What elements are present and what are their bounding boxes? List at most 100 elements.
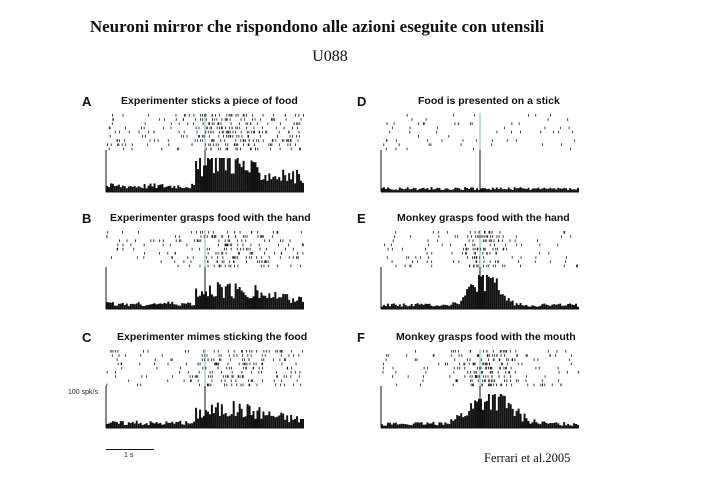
psth-bar: [563, 188, 566, 192]
psth-bar: [185, 187, 188, 192]
psth-bar: [388, 422, 391, 428]
psth-bar: [450, 190, 453, 192]
psth-bar: [109, 422, 112, 428]
psth-bar: [412, 187, 415, 192]
psth-bar: [444, 188, 447, 192]
psth-bar: [481, 409, 484, 428]
psth-bar: [444, 304, 447, 309]
unit-label: U088: [312, 48, 348, 65]
psth-bar: [274, 176, 277, 192]
psth-bar: [117, 184, 120, 192]
psth-bar: [234, 159, 237, 192]
psth-bar: [137, 186, 140, 192]
psth-bar: [446, 423, 449, 428]
psth-bar: [476, 401, 479, 428]
psth-bar: [430, 187, 433, 192]
psth-bar: [450, 304, 453, 309]
psth-bar: [216, 171, 219, 192]
psth-bar: [254, 418, 257, 428]
psth-bar: [258, 172, 261, 192]
psth-bar: [386, 422, 389, 428]
psth-bar: [141, 305, 144, 309]
raster-histogram: [380, 230, 579, 310]
psth-bar: [424, 424, 427, 428]
psth-bar: [573, 304, 576, 309]
psth-bar: [151, 422, 154, 428]
psth-bar: [183, 188, 186, 192]
psth-bar: [511, 408, 514, 428]
psth-bar: [300, 418, 303, 428]
psth-bar: [392, 189, 395, 192]
psth-bar: [481, 275, 484, 309]
psth-bar: [292, 171, 295, 192]
psth-bar: [107, 187, 110, 192]
psth-bar: [460, 189, 463, 192]
psth-bar: [199, 158, 202, 192]
psth-bar: [509, 189, 512, 192]
psth-bar: [246, 170, 249, 192]
psth-bar: [220, 287, 223, 309]
psth-bar: [214, 296, 217, 309]
psth-bar: [205, 165, 207, 192]
psth-bar: [541, 304, 544, 309]
psth-bar: [201, 176, 204, 192]
psth-bar: [294, 418, 297, 428]
psth-bar: [565, 188, 568, 192]
psth-bar: [244, 295, 247, 309]
psth-bar: [212, 173, 215, 192]
psth-bar: [250, 160, 253, 192]
psth-bar: [149, 421, 152, 428]
psth-bar: [499, 294, 502, 309]
psth-bar: [205, 410, 207, 428]
psth-bar: [394, 422, 397, 428]
psth-bar: [274, 291, 277, 309]
psth-bar: [408, 424, 411, 428]
psth-bar: [248, 172, 251, 192]
psth-bar: [505, 300, 508, 309]
psth-bar: [214, 158, 217, 192]
psth-bar: [412, 306, 415, 309]
psth-bar: [119, 421, 122, 428]
psth-bar: [569, 425, 572, 428]
psth-bar: [222, 158, 225, 192]
psth-bar: [495, 187, 498, 192]
psth-bar: [282, 169, 285, 192]
psth-bar: [216, 402, 219, 428]
psth-bar: [472, 408, 475, 428]
psth-bar: [420, 188, 423, 192]
psth-bar: [139, 304, 142, 309]
psth-bar: [555, 189, 558, 192]
psth-bar: [248, 405, 251, 428]
psth-bar: [422, 304, 425, 309]
psth-bar: [236, 158, 239, 192]
psth-bar: [159, 422, 162, 428]
psth-bar: [230, 296, 233, 309]
psth-bar: [139, 187, 142, 192]
psth-bar: [115, 422, 118, 428]
psth-bar: [527, 306, 530, 309]
psth-bar: [262, 179, 265, 192]
psth-bar: [258, 407, 261, 428]
psth-bar: [478, 190, 480, 192]
psth-bar: [410, 189, 413, 192]
psth-bar: [268, 411, 271, 428]
psth-bar: [398, 424, 401, 428]
psth-bar: [264, 415, 267, 428]
psth-bar: [262, 295, 265, 309]
psth-bar: [493, 394, 496, 428]
psth-bar: [533, 419, 536, 428]
psth-bar: [474, 400, 477, 428]
psth-bar: [155, 304, 158, 309]
psth-bar: [575, 189, 578, 192]
psth-bar: [440, 189, 443, 192]
psth-bar: [470, 187, 473, 192]
psth-bar: [515, 410, 518, 428]
psth-bar: [183, 303, 186, 309]
psth-bar: [286, 294, 289, 309]
psth-bar: [402, 189, 405, 192]
psth-bar: [300, 180, 303, 192]
psth-bar: [141, 425, 144, 428]
psth-bar: [302, 182, 304, 192]
psth-bar: [507, 402, 510, 428]
psth-bar: [408, 189, 411, 192]
